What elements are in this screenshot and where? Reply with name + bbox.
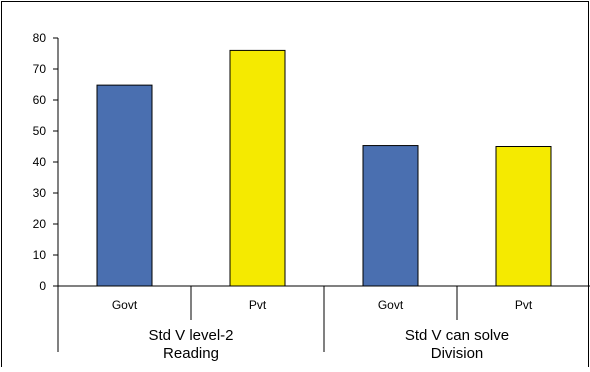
bar-3	[362, 145, 419, 287]
y-tick-label-30: 30	[33, 186, 47, 200]
y-tick-label-0: 0	[39, 279, 46, 293]
group-label-2-line-1: Std V can solve	[405, 327, 509, 344]
category-label-1: Govt	[112, 298, 138, 312]
category-label-3: Govt	[378, 298, 404, 312]
axis-labels: 0 10 20 30 40 50 60 70 80 Govt Pvt Govt Pvt Std V lev…	[33, 31, 533, 362]
group-label-1-line-1: Std V level-2	[148, 327, 233, 344]
group-label-1-line-2: Reading	[163, 345, 219, 362]
y-tick-label-80: 80	[33, 31, 47, 45]
y-tick-label-40: 40	[33, 155, 47, 169]
category-label-4: Pvt	[515, 298, 533, 312]
bars	[96, 49, 552, 287]
y-tick-label-10: 10	[33, 248, 47, 262]
y-tick-label-70: 70	[33, 62, 47, 76]
group-label-2-line-2: Division	[431, 345, 484, 362]
bar-1	[96, 84, 153, 287]
y-tick-label-60: 60	[33, 93, 47, 107]
y-tick-label-50: 50	[33, 124, 47, 138]
y-tick-label-20: 20	[33, 217, 47, 231]
bar-2	[229, 49, 286, 287]
category-label-2: Pvt	[249, 298, 267, 312]
bar-4	[495, 146, 552, 287]
